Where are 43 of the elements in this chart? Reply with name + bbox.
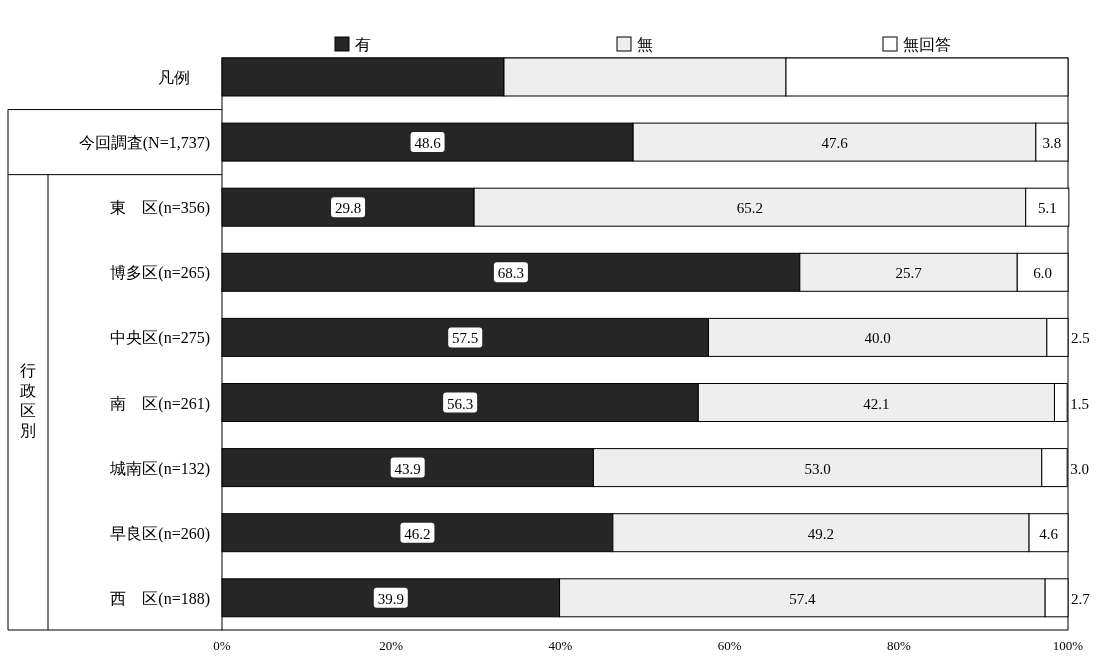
x-tick-label: 80% <box>886 638 911 653</box>
data-label: 42.1 <box>863 395 890 412</box>
data-label: 65.2 <box>736 200 764 217</box>
data-label: 1.5 <box>1070 395 1089 412</box>
y-tick-label: 博多区(n=265) <box>110 264 210 283</box>
data-label: 2.7 <box>1071 590 1091 607</box>
data-label: 56.3 <box>447 395 474 412</box>
data-label: 47.6 <box>821 135 849 152</box>
data-label: 57.5 <box>452 330 479 347</box>
y-tick-label: 南 区(n=261) <box>110 394 210 413</box>
data-label: 4.6 <box>1039 525 1059 542</box>
y-tick-label: 東 区(n=356) <box>110 199 210 218</box>
data-label: 25.7 <box>895 265 923 282</box>
data-label: 46.2 <box>404 525 431 542</box>
data-label: 5.1 <box>1037 200 1057 217</box>
y-tick-label: 中央区(n=275) <box>110 329 210 348</box>
legend-label: 無 <box>637 36 653 53</box>
data-label: 2.5 <box>1071 330 1090 347</box>
data-label: 48.6 <box>414 135 442 152</box>
data-label: 57.4 <box>789 590 816 607</box>
text: 行政区別 <box>20 362 36 440</box>
legend-label: 有 <box>355 36 371 53</box>
x-tick-label: 60% <box>717 638 742 653</box>
data-label: 53.0 <box>804 460 831 477</box>
y-tick-label: 今回調査(N=1,737) <box>78 134 210 153</box>
y-tick-label: 西 区(n=188) <box>110 589 210 608</box>
y-tick-label: 早良区(n=260) <box>110 524 210 543</box>
y-tick-label: 城南区(n=132) <box>109 459 210 478</box>
data-label: 68.3 <box>497 265 525 282</box>
legend-title: 凡例 <box>158 69 190 86</box>
data-label: 3.8 <box>1042 135 1062 152</box>
x-tick-label: 0% <box>213 638 231 653</box>
legend-label: 無回答 <box>903 36 951 53</box>
data-label: 6.0 <box>1033 265 1052 282</box>
data-label: 29.8 <box>334 200 362 217</box>
data-label: 3.0 <box>1070 460 1089 477</box>
x-tick-label: 20% <box>379 638 404 653</box>
x-tick-label: 100% <box>1052 638 1084 653</box>
x-tick-label: 40% <box>548 638 573 653</box>
data-label: 49.2 <box>807 525 835 542</box>
data-label: 39.9 <box>377 590 404 607</box>
data-label: 40.0 <box>864 330 891 347</box>
data-label: 43.9 <box>394 460 421 477</box>
